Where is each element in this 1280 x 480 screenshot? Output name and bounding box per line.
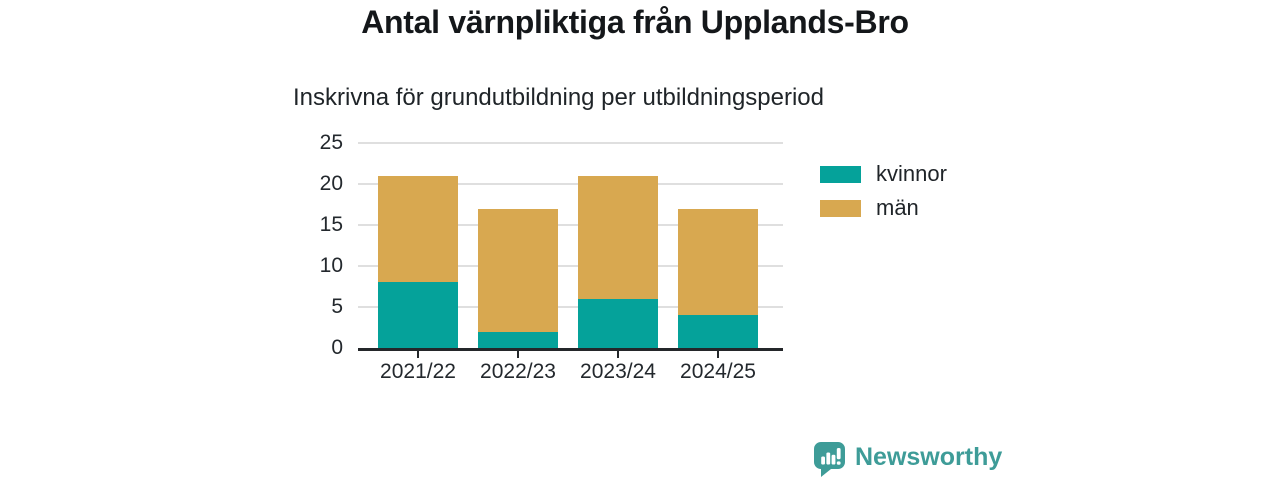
chart-subtitle: Inskrivna för grundutbildning per utbild… (293, 84, 824, 111)
y-axis-tick-label: 20 (319, 172, 343, 195)
bar-segment-män (478, 208, 558, 332)
bar-stack-2023-24 (578, 175, 658, 348)
bar-chart-speech-bubble-icon (814, 442, 845, 477)
legend-swatch (820, 199, 861, 217)
legend-label: män (876, 195, 919, 220)
x-axis-tick-label: 2023/24 (580, 360, 656, 383)
bar-segment-kvinnor (378, 282, 458, 348)
bar-segment-män (378, 175, 458, 283)
y-axis-tick-label: 15 (319, 213, 343, 236)
gridline-20 (358, 183, 783, 185)
gridline-15 (358, 224, 783, 226)
x-axis-tick-label: 2021/22 (380, 360, 456, 383)
bar-stack-2021-22 (378, 175, 458, 348)
chart-title: Antal värnpliktiga från Upplands-Bro (361, 4, 909, 40)
gridline-10 (358, 265, 783, 267)
y-axis-tick-label: 25 (319, 131, 343, 154)
bar-stack-2024-25 (678, 208, 758, 348)
y-axis-tick-label: 5 (331, 295, 343, 318)
brand-name: Newsworthy (855, 443, 1003, 471)
bar-segment-män (578, 175, 658, 299)
y-axis-tick-label: 0 (331, 336, 343, 359)
legend: kvinnor män (820, 162, 947, 220)
x-axis-tick-label: 2024/25 (680, 360, 756, 383)
legend-swatch (820, 165, 861, 183)
legend-item-kvinnor: kvinnor (820, 162, 947, 186)
x-axis-tick (717, 351, 719, 358)
legend-item-män: män (820, 196, 947, 220)
x-axis-tick-label: 2022/23 (480, 360, 556, 383)
y-axis-tick-label: 10 (319, 254, 343, 277)
legend-label: kvinnor (876, 161, 947, 186)
bar-segment-kvinnor (478, 331, 558, 348)
bar-stack-2022-23 (478, 208, 558, 348)
bar-segment-kvinnor (578, 298, 658, 348)
gridline-25 (358, 142, 783, 144)
bar-segment-kvinnor (678, 315, 758, 348)
bar-segment-män (678, 208, 758, 316)
x-axis-tick (617, 351, 619, 358)
plot-area: 0 5 10 15 20 25 2021/22 2022/23 2023/24 2024/25 (320, 131, 783, 383)
brand-logo: Newsworthy (814, 442, 1002, 478)
x-axis-tick (417, 351, 419, 358)
x-axis-tick (517, 351, 519, 358)
gridline-5 (358, 306, 783, 308)
